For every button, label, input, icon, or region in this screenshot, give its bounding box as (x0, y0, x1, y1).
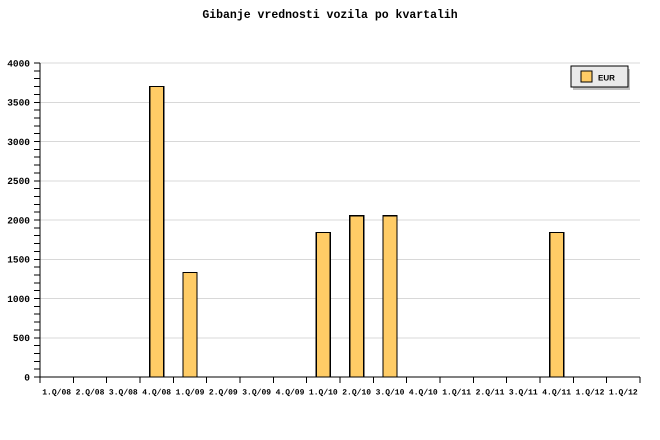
svg-text:2500: 2500 (7, 176, 30, 187)
svg-text:1.Q/10: 1.Q/10 (309, 388, 338, 397)
svg-text:EUR: EUR (598, 73, 615, 82)
svg-text:3.Q/10: 3.Q/10 (376, 388, 405, 397)
svg-text:3000: 3000 (7, 137, 30, 148)
svg-text:3.Q/08: 3.Q/08 (109, 388, 138, 397)
svg-text:4.Q/09: 4.Q/09 (276, 388, 305, 397)
svg-text:1500: 1500 (7, 255, 30, 266)
svg-text:2.Q/08: 2.Q/08 (76, 388, 105, 397)
svg-text:4.Q/10: 4.Q/10 (409, 388, 438, 397)
svg-text:1.Q/08: 1.Q/08 (42, 388, 71, 397)
svg-text:0: 0 (24, 372, 30, 383)
svg-text:500: 500 (13, 333, 30, 344)
svg-text:1.Q/09: 1.Q/09 (176, 388, 205, 397)
svg-text:1.Q/12: 1.Q/12 (609, 388, 638, 397)
svg-text:2.Q/11: 2.Q/11 (476, 388, 505, 397)
svg-text:1.Q/12: 1.Q/12 (576, 388, 605, 397)
svg-text:2.Q/10: 2.Q/10 (342, 388, 371, 397)
svg-text:4000: 4000 (7, 58, 30, 69)
svg-text:4.Q/08: 4.Q/08 (142, 388, 171, 397)
svg-text:4.Q/11: 4.Q/11 (542, 388, 571, 397)
svg-text:2000: 2000 (7, 215, 30, 226)
svg-text:1000: 1000 (7, 294, 30, 305)
svg-text:1.Q/11: 1.Q/11 (442, 388, 471, 397)
svg-text:3.Q/09: 3.Q/09 (242, 388, 271, 397)
svg-text:3500: 3500 (7, 98, 30, 109)
svg-text:3.Q/11: 3.Q/11 (509, 388, 538, 397)
svg-text:2.Q/09: 2.Q/09 (209, 388, 238, 397)
